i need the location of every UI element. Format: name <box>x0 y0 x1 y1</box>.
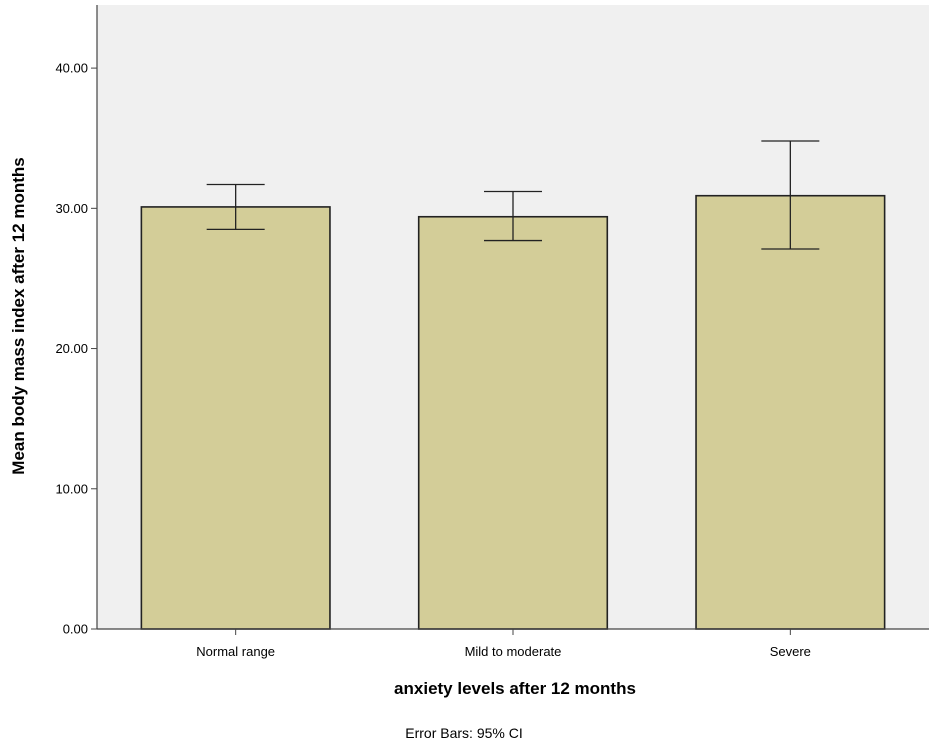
y-tick-label: 10.00 <box>55 481 88 496</box>
error-bars-layer <box>206 140 820 250</box>
y-axis-title: Mean body mass index after 12 months <box>9 157 28 474</box>
y-tick-label: 20.00 <box>55 341 88 356</box>
bar <box>417 215 609 630</box>
axes-layer <box>91 5 929 635</box>
y-tick-label: 0.00 <box>63 622 88 637</box>
labels-layer: 0.00 10.00 20.00 30.00 40.00 Normal range Mild… <box>55 61 810 659</box>
x-tick-label: Normal range <box>196 644 275 659</box>
error-bars-footnote: Error Bars: 95% CI <box>405 725 522 741</box>
x-axis-title: anxiety levels after 12 months <box>394 679 636 698</box>
bar <box>140 206 331 630</box>
y-tick-label: 40.00 <box>55 61 88 76</box>
bars-layer <box>140 194 886 630</box>
x-tick-label: Severe <box>770 644 811 659</box>
bar <box>695 194 886 630</box>
y-tick-label: 30.00 <box>55 201 88 216</box>
x-tick-label: Mild to moderate <box>465 644 562 659</box>
